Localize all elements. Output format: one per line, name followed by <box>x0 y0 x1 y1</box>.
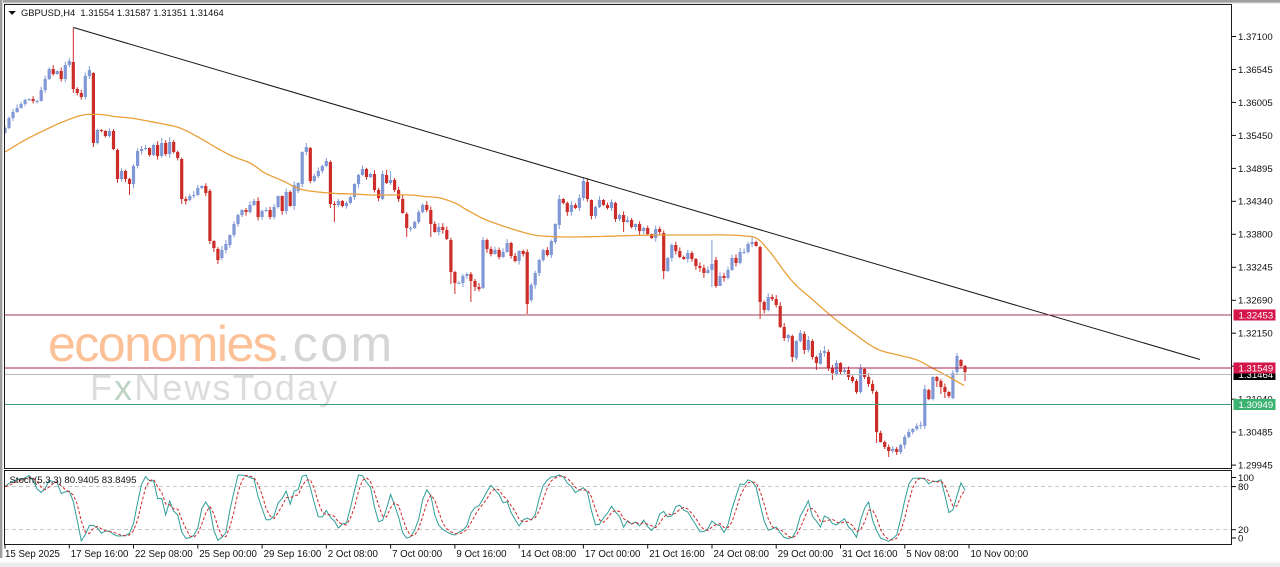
svg-text:1.32453: 1.32453 <box>1239 311 1274 322</box>
svg-text:Stoch(5,3,3) 80.9405 83.8495: Stoch(5,3,3) 80.9405 83.8495 <box>10 475 137 486</box>
svg-text:7 Oct 00:00: 7 Oct 00:00 <box>392 549 443 560</box>
svg-text:31 Oct 16:00: 31 Oct 16:00 <box>842 549 898 560</box>
svg-text:1.30485: 1.30485 <box>1238 428 1273 439</box>
svg-text:17 Oct 00:00: 17 Oct 00:00 <box>585 549 641 560</box>
svg-text:25 Sep 00:00: 25 Sep 00:00 <box>199 549 257 560</box>
svg-text:1.37100: 1.37100 <box>1238 32 1273 43</box>
svg-text:24 Oct 08:00: 24 Oct 08:00 <box>714 549 770 560</box>
svg-text:29 Oct 00:00: 29 Oct 00:00 <box>778 549 834 560</box>
svg-text:22 Sep 08:00: 22 Sep 08:00 <box>135 549 193 560</box>
svg-text:1.36005: 1.36005 <box>1238 98 1273 109</box>
svg-text:2 Oct 08:00: 2 Oct 08:00 <box>328 549 379 560</box>
svg-text:1.30949: 1.30949 <box>1239 400 1274 411</box>
svg-text:20: 20 <box>1238 525 1249 536</box>
svg-text:1.35450: 1.35450 <box>1238 131 1273 142</box>
svg-text:0: 0 <box>1238 533 1243 544</box>
svg-text:10 Nov 00:00: 10 Nov 00:00 <box>971 549 1029 560</box>
svg-text:100: 100 <box>1238 473 1254 484</box>
svg-text:GBPUSD,H4 1.31554 1.31587 1.3: GBPUSD,H4 1.31554 1.31587 1.31351 1.3146… <box>21 7 224 18</box>
svg-text:1.31549: 1.31549 <box>1239 364 1274 375</box>
svg-text:1.33245: 1.33245 <box>1238 263 1273 274</box>
svg-text:1.32150: 1.32150 <box>1238 329 1273 340</box>
svg-text:1.33800: 1.33800 <box>1238 230 1273 241</box>
svg-text:15 Sep 2025: 15 Sep 2025 <box>5 549 60 560</box>
svg-text:9 Oct 16:00: 9 Oct 16:00 <box>456 549 507 560</box>
svg-text:1.29945: 1.29945 <box>1238 461 1273 472</box>
svg-text:29 Sep 16:00: 29 Sep 16:00 <box>264 549 322 560</box>
svg-text:80: 80 <box>1238 482 1249 493</box>
svg-text:FxNewsToday: FxNewsToday <box>90 367 339 408</box>
svg-text:economies.com: economies.com <box>48 316 395 372</box>
svg-text:17 Sep 16:00: 17 Sep 16:00 <box>71 549 129 560</box>
svg-text:1.31464: 1.31464 <box>1239 370 1274 381</box>
svg-text:1.32690: 1.32690 <box>1238 296 1273 307</box>
svg-text:1.36545: 1.36545 <box>1238 65 1273 76</box>
svg-text:1.34895: 1.34895 <box>1238 164 1273 175</box>
svg-text:1.34340: 1.34340 <box>1238 197 1273 208</box>
svg-text:14 Oct 08:00: 14 Oct 08:00 <box>521 549 577 560</box>
svg-text:5 Nov 08:00: 5 Nov 08:00 <box>906 549 959 560</box>
svg-text:21 Oct 16:00: 21 Oct 16:00 <box>649 549 705 560</box>
